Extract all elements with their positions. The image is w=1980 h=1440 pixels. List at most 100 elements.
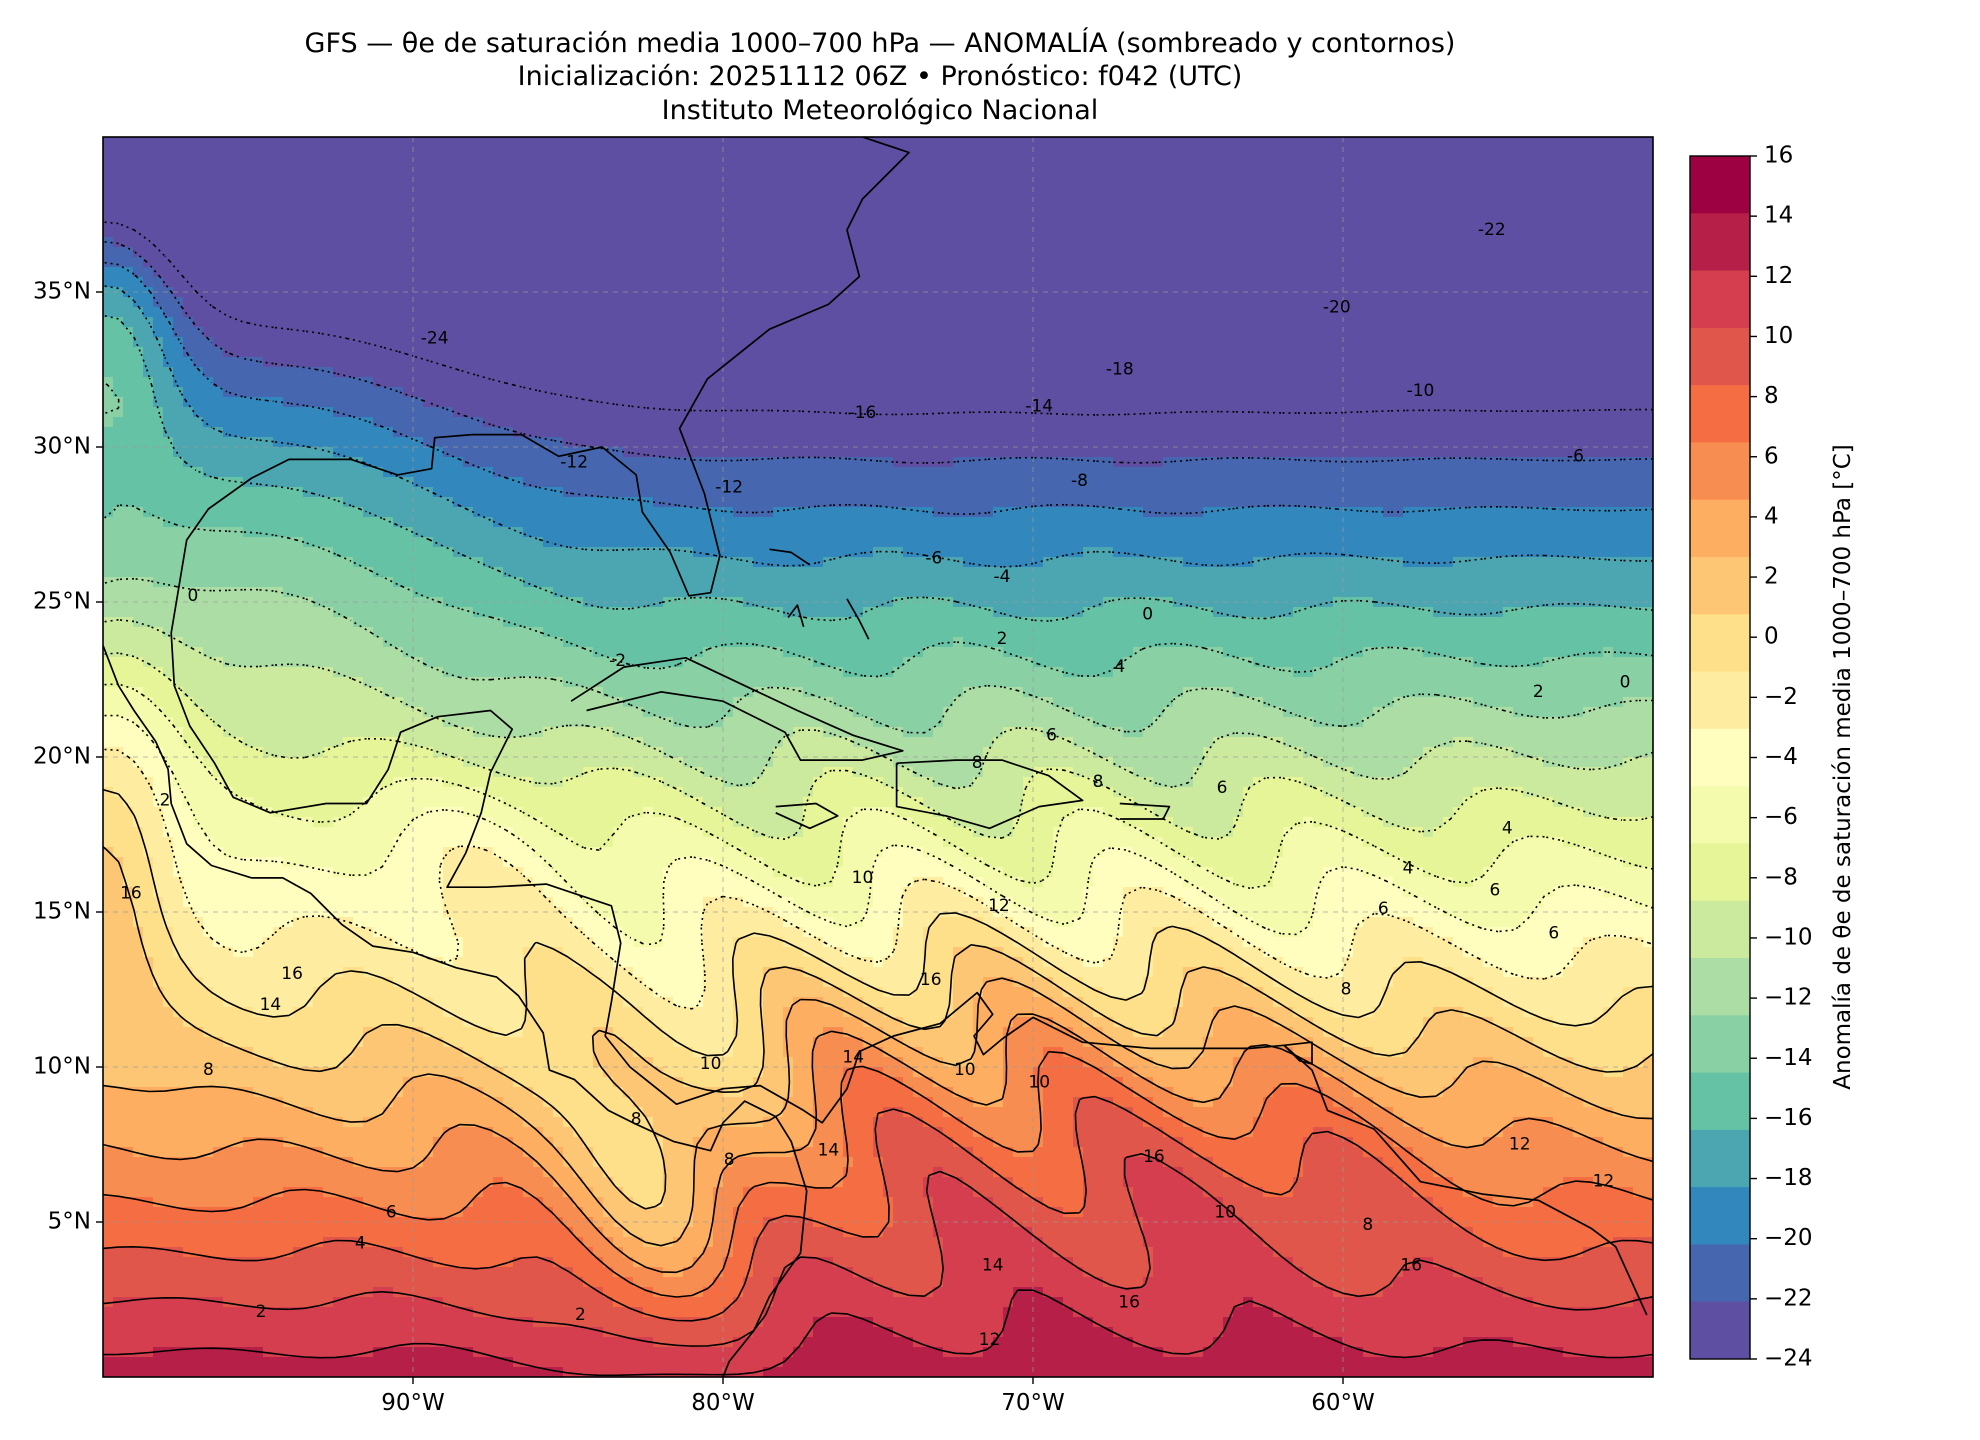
contour-label: 16 xyxy=(120,883,142,903)
colorbar-tick-label: 16 xyxy=(1764,143,1793,169)
colorbar-bands xyxy=(1690,156,1750,1360)
colorbar-band xyxy=(1690,156,1750,214)
anomaly-contours xyxy=(103,221,1653,1377)
contour-label: 8 xyxy=(631,1110,642,1130)
colorbar-tick-label: −12 xyxy=(1764,985,1813,1011)
contour-label: 12 xyxy=(979,1330,1001,1350)
colorbar-tick-label: −2 xyxy=(1764,684,1798,710)
contour-line xyxy=(103,1289,1653,1377)
contour-line xyxy=(103,221,1653,416)
contour-line xyxy=(103,683,1653,890)
contour-label: 10 xyxy=(1028,1073,1050,1093)
lat-tick-label: 20°N xyxy=(33,744,91,770)
contour-label: 0 xyxy=(1620,673,1631,693)
contour-line xyxy=(103,846,1653,1210)
colorbar-tick-label: 10 xyxy=(1764,323,1793,349)
contour-label: 4 xyxy=(355,1234,366,1254)
colorbar-ticks: 16 14 12 10 8 6 4 2 0 −2 −4 −6 −8 −10 −12 −14 −16 −18 −20 −… xyxy=(1750,143,1813,1372)
colorbar-tick-label: 12 xyxy=(1764,263,1793,289)
coastline xyxy=(769,548,811,566)
contour-label: -12 xyxy=(715,477,743,497)
chart-title: GFS — θe de saturación media 1000–700 hP… xyxy=(304,28,1456,59)
colorbar-band xyxy=(1690,1187,1750,1245)
coastline xyxy=(103,645,808,1377)
contour-labels: -24-22-20-18-16 -14-12-12-10-8-6-6-4-2002… xyxy=(120,220,1630,1350)
contour-label: 8 xyxy=(1341,980,1352,1000)
colorbar-band xyxy=(1690,1301,1750,1360)
lon-tick-label: 80°W xyxy=(691,1390,755,1416)
contour-label: -6 xyxy=(925,549,942,569)
anomaly-shading xyxy=(103,137,1653,1377)
colorbar-band xyxy=(1690,1129,1750,1188)
contour-label: 4 xyxy=(1403,859,1414,879)
contour-label: 10 xyxy=(954,1060,976,1080)
contour-label: 6 xyxy=(1489,880,1500,900)
lon-tick-label: 70°W xyxy=(1001,1390,1065,1416)
contour-label: -12 xyxy=(560,453,588,473)
contour-label: -8 xyxy=(1071,471,1088,491)
contour-label: 14 xyxy=(842,1048,864,1068)
colorbar-band xyxy=(1690,1072,1750,1131)
contour-label: 0 xyxy=(1142,604,1153,624)
colorbar-band xyxy=(1690,557,1750,615)
contour-label: 0 xyxy=(187,586,198,606)
contour-label: 10 xyxy=(700,1054,722,1074)
contour-label: 4 xyxy=(1114,657,1125,677)
colorbar-band xyxy=(1690,900,1750,959)
colorbar-tick-label: −22 xyxy=(1764,1285,1813,1311)
contour-label: 12 xyxy=(1593,1172,1615,1192)
colorbar-band xyxy=(1690,499,1750,558)
contour-label: 14 xyxy=(260,995,282,1015)
colorbar-tick-label: −8 xyxy=(1764,864,1798,890)
contour-label: 6 xyxy=(1217,778,1228,798)
contour-label: 2 xyxy=(1533,682,1544,702)
coastline xyxy=(570,656,904,761)
colorbar-tick-label: −24 xyxy=(1764,1346,1813,1372)
coastline xyxy=(775,802,839,830)
colorbar-band xyxy=(1690,728,1750,787)
contour-label: 8 xyxy=(203,1060,214,1080)
coastline xyxy=(170,137,1648,1316)
chart-subtitle-institute: Instituto Meteorológico Nacional xyxy=(661,95,1099,126)
contour-label: -2 xyxy=(609,651,626,671)
longitude-axis: 90°W 80°W 70°W 60°W xyxy=(381,1377,1375,1416)
chart-subtitle-init: Inicialización: 20251112 06Z • Pronóstic… xyxy=(517,61,1243,92)
colorbar-band xyxy=(1690,843,1750,902)
contour-line xyxy=(103,240,1653,464)
colorbar-band xyxy=(1690,385,1750,443)
contour-label: -6 xyxy=(1567,446,1584,466)
contour-label: 2 xyxy=(997,629,1008,649)
contour-label: -24 xyxy=(421,329,449,349)
contour-line xyxy=(103,619,1653,790)
contour-label: 14 xyxy=(818,1141,840,1161)
colorbar-tick-label: −6 xyxy=(1764,804,1798,830)
contour-line xyxy=(103,1050,1653,1298)
contour-label: 8 xyxy=(1362,1215,1373,1235)
coastline xyxy=(1283,1041,1313,1065)
colorbar-tick-label: 4 xyxy=(1764,503,1779,529)
contour-label: 16 xyxy=(1143,1147,1165,1167)
contour-label: 10 xyxy=(1214,1203,1236,1223)
contour-line xyxy=(103,314,1653,622)
contour-label: 6 xyxy=(1378,899,1389,919)
contour-label: 16 xyxy=(1400,1255,1422,1275)
contour-label: 8 xyxy=(1093,772,1104,792)
coastline xyxy=(846,598,870,640)
colorbar-tick-label: 0 xyxy=(1764,624,1779,650)
contour-label: -4 xyxy=(994,567,1011,587)
colorbar-tick-label: 8 xyxy=(1764,383,1779,409)
contour-label: 6 xyxy=(386,1203,397,1223)
contour-label: 12 xyxy=(988,896,1010,916)
contour-label: 14 xyxy=(982,1255,1004,1275)
coastline xyxy=(895,759,1084,830)
colorbar-tick-label: −16 xyxy=(1764,1105,1813,1131)
lat-tick-label: 5°N xyxy=(48,1209,91,1235)
contour-label: 2 xyxy=(160,790,171,810)
colorbar-band xyxy=(1690,1015,1750,1074)
colorbar-band xyxy=(1690,213,1750,272)
coastlines xyxy=(103,137,1648,1377)
contour-line xyxy=(103,261,1653,515)
contour-label: -22 xyxy=(1478,220,1506,240)
contour-line xyxy=(103,788,1653,1057)
